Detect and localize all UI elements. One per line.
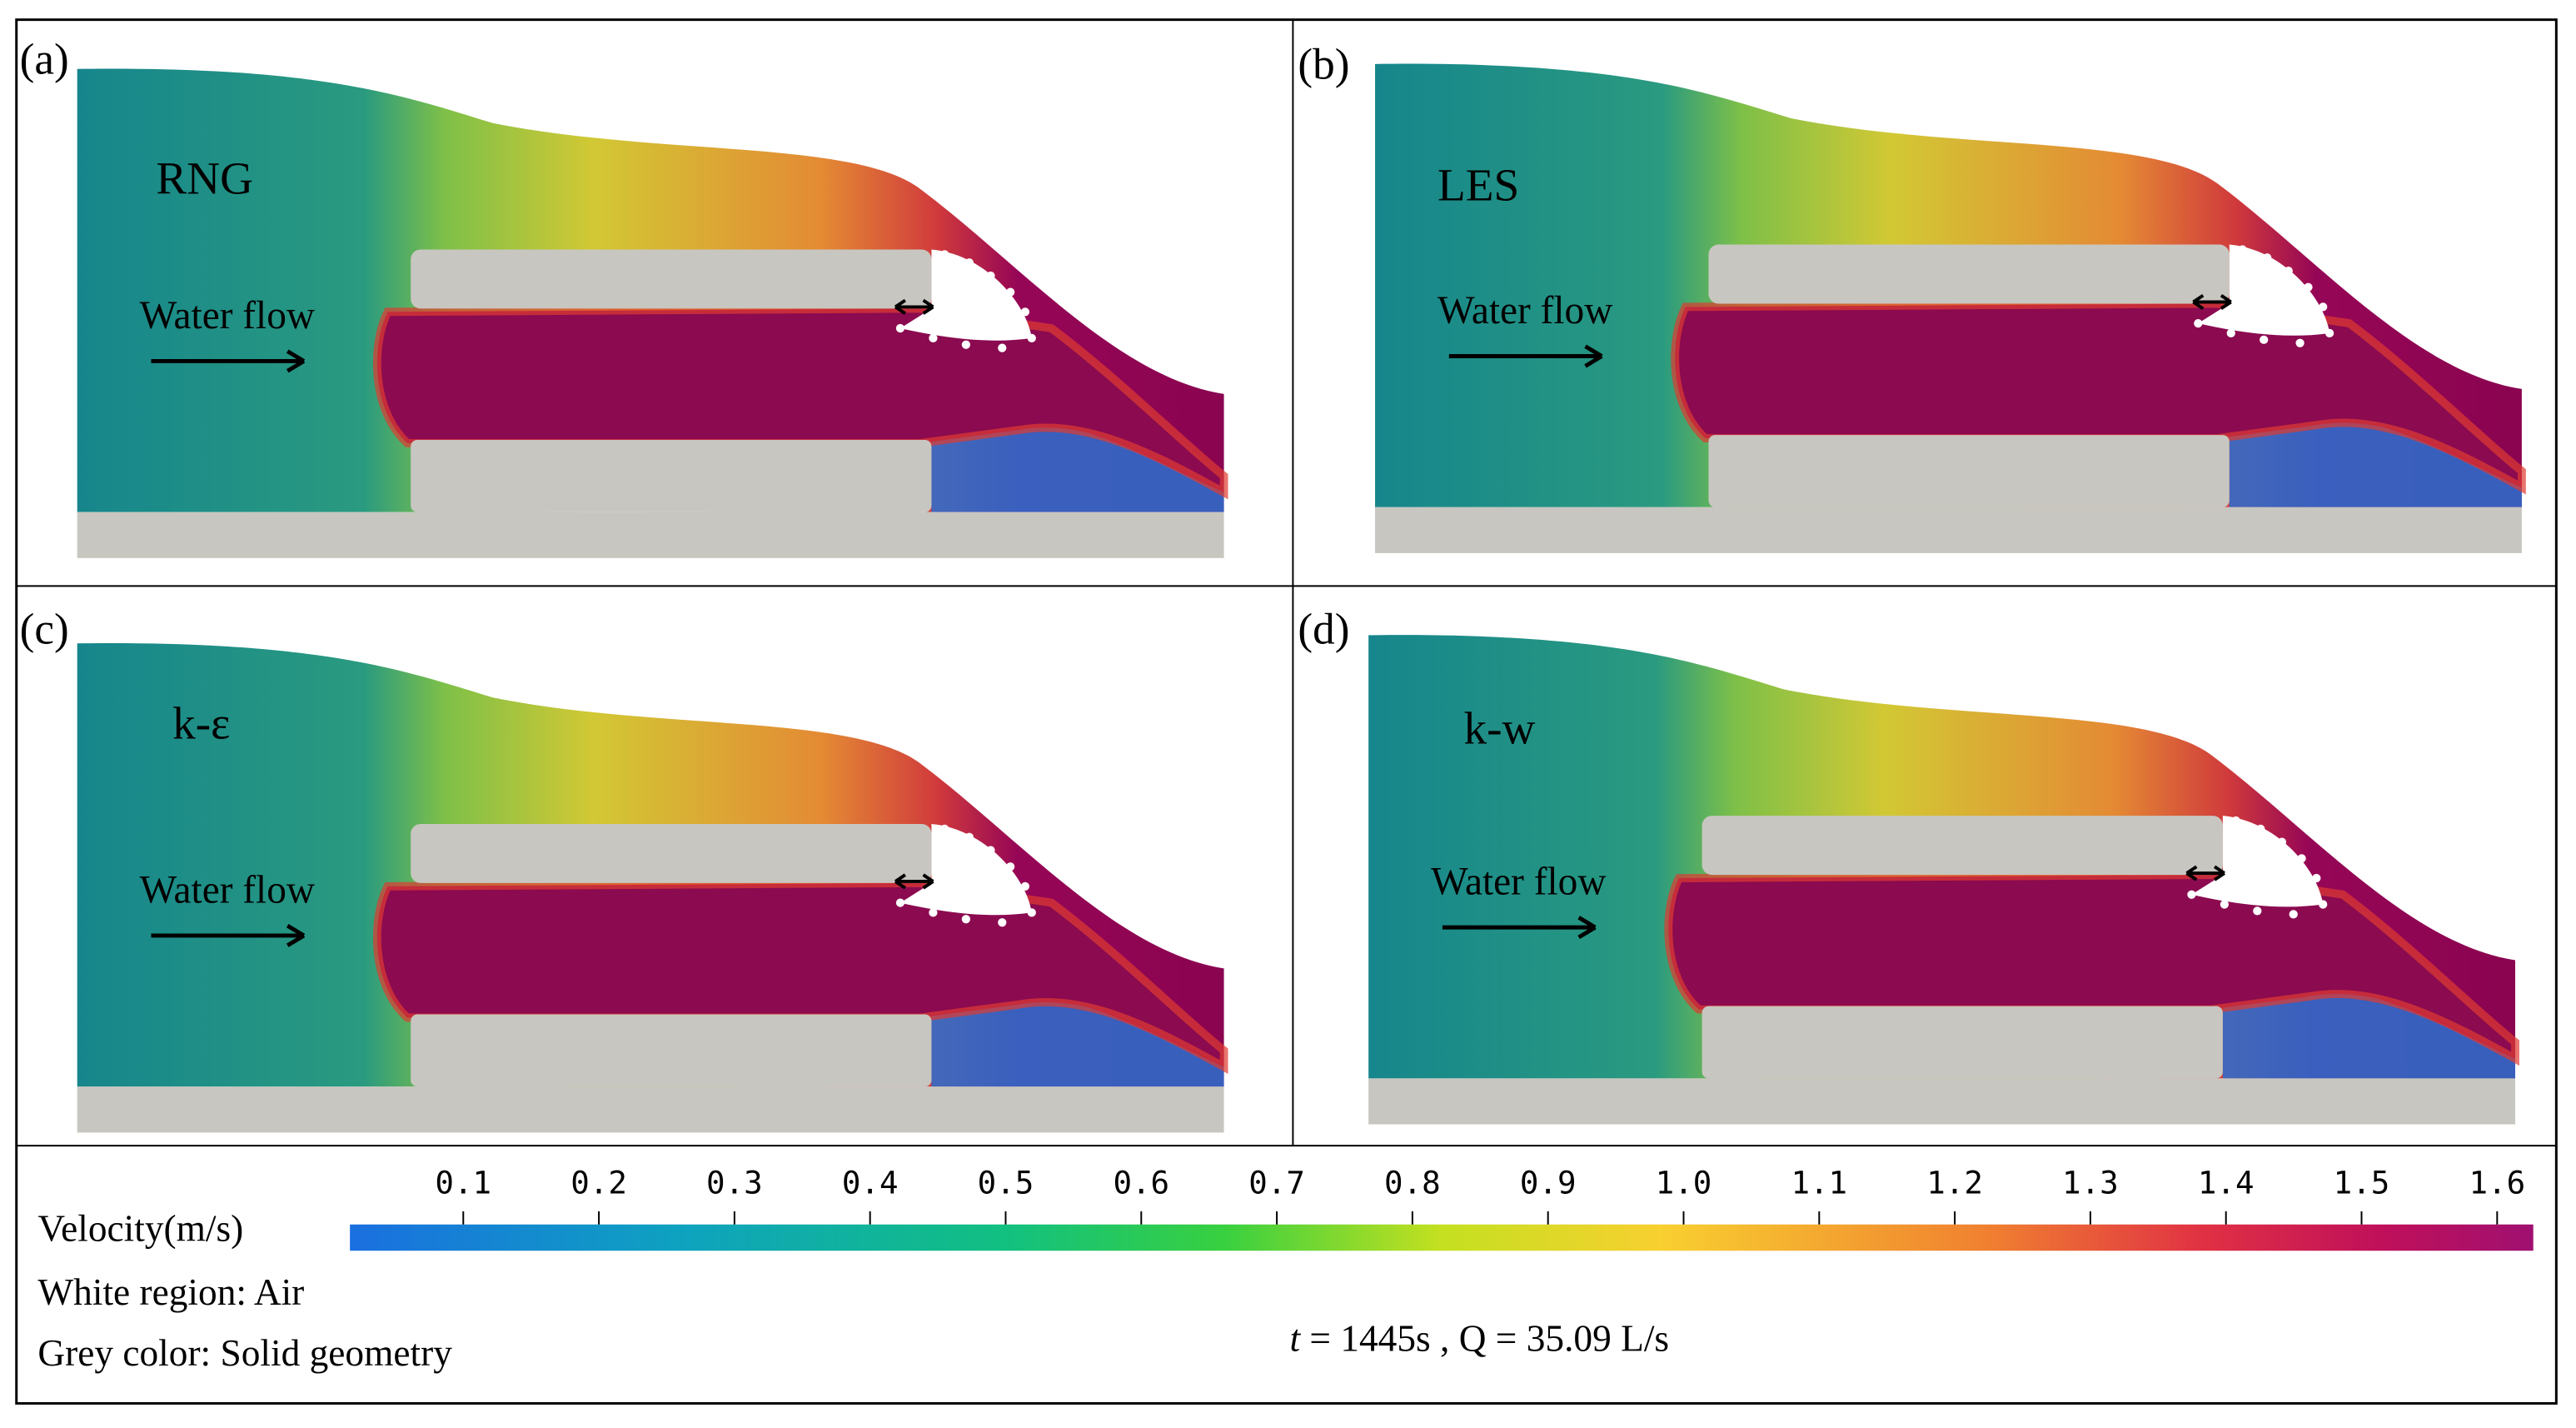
colorbar: [350, 1224, 2534, 1251]
solid-note: Grey color: Solid geometry: [37, 1332, 452, 1374]
colorbar-tick-label: 0.7: [1248, 1164, 1305, 1201]
panel-label: (a): [20, 35, 69, 84]
colorbar-tick-label: 1.3: [2062, 1164, 2119, 1201]
panel: k-w Water flow: [1368, 635, 2515, 1124]
colorbar-tick-label: 0.5: [978, 1164, 1034, 1201]
panel: k-ε Water flow: [77, 643, 1224, 1132]
colorbar-tick-label: 1.0: [1656, 1164, 1712, 1201]
colorbar-tick-label: 0.6: [1113, 1164, 1169, 1201]
colorbar-tick-label: 0.9: [1520, 1164, 1577, 1201]
colorbar-tick-label: 1.5: [2334, 1164, 2390, 1201]
colorbar-tick-label: 1.6: [2469, 1164, 2525, 1201]
colorbar-tick-label: 0.2: [571, 1164, 627, 1201]
colorbar-tick-label: 0.1: [435, 1164, 491, 1201]
air-note: White region: Air: [37, 1271, 304, 1313]
model-name: RNG: [156, 153, 253, 204]
colorbar-tick-label: 0.4: [842, 1164, 899, 1201]
conditions-text: = 1445s , Q = 35.09 L/s: [1300, 1317, 1669, 1359]
flow-label: Water flow: [140, 869, 315, 912]
flow-label: Water flow: [140, 294, 315, 337]
panel-label: (d): [1298, 604, 1349, 653]
colorbar-title: Velocity(m/s): [37, 1207, 243, 1249]
flow-label: Water flow: [1437, 289, 1612, 332]
colorbar-tick-label: 1.2: [1926, 1164, 1983, 1201]
panel: RNG Water flow: [77, 68, 1224, 557]
model-name: k-w: [1464, 702, 1536, 753]
colorbar-tick-label: 1.4: [2198, 1164, 2255, 1201]
frame: [15, 18, 2558, 1405]
panel-label: (b): [1298, 40, 1349, 89]
panel-label: (c): [20, 604, 69, 653]
colorbar-tick-label: 1.1: [1791, 1164, 1847, 1201]
colorbar-tick-label: 0.8: [1384, 1164, 1441, 1201]
model-name: k-ε: [172, 698, 230, 749]
flow-label: Water flow: [1431, 861, 1606, 904]
panel: LES Water flow: [1375, 64, 2522, 553]
colorbar-tick-label: 0.3: [706, 1164, 763, 1201]
time-symbol: t: [1289, 1317, 1301, 1359]
model-name: LES: [1437, 159, 1519, 210]
conditions: t = 1445s , Q = 35.09 L/s: [1289, 1317, 1669, 1359]
